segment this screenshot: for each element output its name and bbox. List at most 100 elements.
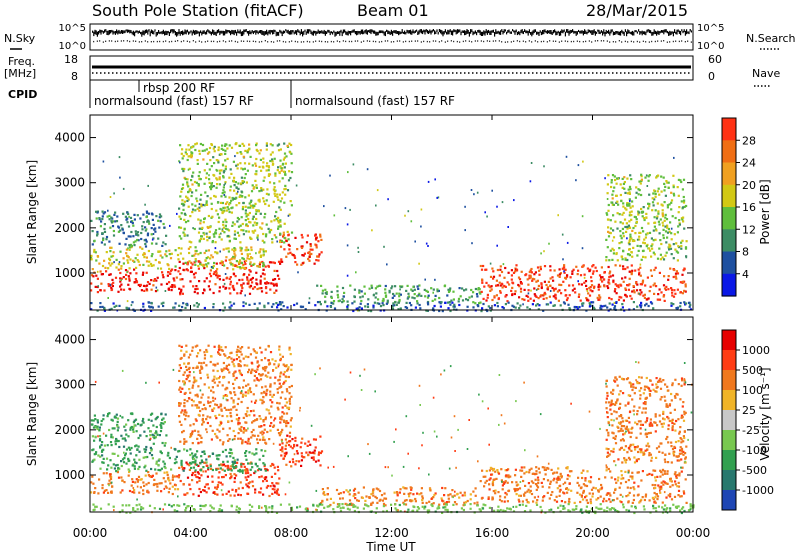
range-gate-cell-8 [615, 182, 618, 185]
range-gate-cell-5 [190, 398, 193, 401]
scatter-cell [496, 205, 498, 208]
range-gate-cell-5 [237, 397, 240, 400]
noise-sky-sample [138, 30, 140, 33]
noise-search-sample [621, 41, 623, 43]
scatter-cell [427, 180, 430, 183]
range-gate-cell-5 [278, 382, 281, 385]
range-gate-cell-8 [641, 215, 644, 218]
range-gate-cell-5 [287, 179, 291, 182]
range-gate-cell-1 [205, 491, 208, 494]
range-gate-cell-8 [628, 202, 631, 205]
noise-sky-sample [216, 29, 218, 34]
range-gate-cell-4 [165, 434, 168, 437]
noise-sky-sample [491, 30, 493, 33]
range-gate-cell-5 [196, 404, 199, 407]
range-gate-cell-3 [145, 256, 148, 259]
noise-search-sample [291, 40, 293, 42]
noise-sky-sample [551, 31, 553, 35]
range-gate-cell-3 [120, 464, 123, 468]
range-gate-cell-7 [681, 273, 684, 276]
range-gate-cell-7 [551, 286, 554, 290]
range-gate-cell-4 [111, 436, 114, 439]
range-gate-cell-1 [275, 284, 278, 287]
range-gate-cell-4 [105, 238, 108, 241]
range-gate-cell-7 [653, 292, 656, 295]
range-gate-cell-4 [130, 446, 133, 450]
range-gate-cell-5 [288, 213, 291, 216]
range-gate-cell-9 [590, 301, 593, 304]
range-gate-cell-4 [133, 218, 136, 221]
range-gate-cell-3 [169, 257, 173, 260]
noise-sky-sample [626, 31, 628, 37]
scatter-cell [530, 289, 532, 292]
range-gate-cell-3 [115, 470, 118, 473]
range-gate-cell-8 [612, 252, 615, 255]
range-gate-cell-5 [228, 356, 231, 359]
range-gate-cell-3 [103, 259, 106, 262]
range-gate-cell-1 [226, 464, 229, 467]
range-gate-cell-5 [230, 397, 233, 400]
range-gate-cell-7 [597, 285, 600, 288]
scatter-cell [414, 240, 416, 243]
range-gate-cell-0 [109, 475, 112, 478]
range-gate-cell-1 [256, 287, 259, 291]
range-gate-cell-8 [629, 235, 632, 238]
range-gate-cell-5 [185, 411, 188, 414]
range-gate-cell-3 [232, 462, 235, 465]
range-gate-cell-1 [179, 278, 182, 281]
range-gate-cell-5 [268, 438, 271, 441]
range-gate-cell-5 [205, 232, 208, 235]
noise-sky-sample [356, 31, 358, 36]
scatter-cell [308, 297, 311, 300]
range-gate-cell-5 [258, 152, 261, 155]
range-gate-cell-1 [214, 486, 217, 489]
range-gate-cell-9 [391, 307, 395, 310]
range-gate-cell-5 [178, 403, 181, 406]
range-gate-cell-5 [178, 215, 181, 218]
noise-search-sample [435, 40, 437, 42]
range-gate-cell-1 [257, 469, 260, 472]
range-gate-cell-5 [232, 382, 235, 385]
range-gate-cell-3 [162, 460, 165, 463]
scatter-cell [548, 242, 550, 245]
scatter-cell [563, 270, 565, 273]
range-gate-cell-8 [653, 253, 656, 256]
range-gate-cell-6 [420, 492, 423, 495]
noise-sky-sample [568, 31, 570, 36]
range-gate-cell-5 [235, 418, 238, 421]
range-gate-cell-5 [266, 375, 269, 378]
range-gate-cell-2 [294, 463, 297, 466]
range-gate-cell-3 [235, 260, 238, 263]
range-gate-cell-8 [683, 199, 686, 202]
range-gate-cell-5 [222, 394, 225, 398]
noise-sky-sample [406, 29, 408, 33]
range-gate-cell-5 [224, 346, 227, 349]
range-gate-cell-1 [239, 481, 242, 484]
range-gate-cell-3 [144, 456, 147, 459]
range-gate-cell-4 [157, 219, 160, 222]
range-gate-cell-4 [161, 441, 164, 445]
range-gate-cell-4 [105, 434, 108, 437]
range-gate-cell-5 [288, 402, 292, 405]
noise-search-sample [153, 40, 155, 43]
range-gate-cell-5 [222, 223, 225, 226]
range-gate-cell-8 [677, 245, 680, 248]
range-gate-cell-8 [622, 202, 625, 205]
range-gate-cell-1 [182, 483, 185, 486]
range-gate-cell-5 [250, 370, 253, 373]
range-gate-cell-5 [283, 236, 286, 239]
range-gate-cell-5 [212, 147, 215, 150]
range-gate-cell-5 [187, 190, 190, 194]
range-gate-cell-2 [279, 245, 283, 248]
range-gate-cell-6 [424, 295, 427, 298]
noise-sky-sample [158, 30, 160, 34]
range-gate-cell-1 [274, 491, 277, 494]
range-gate-cell-7 [679, 281, 682, 284]
range-gate-cell-6 [451, 489, 454, 492]
range-gate-cell-2 [314, 446, 317, 449]
range-gate-cell-7 [503, 284, 506, 288]
range-gate-cell-1 [190, 266, 193, 270]
scatter-cell [297, 271, 299, 274]
range-gate-cell-4 [103, 227, 106, 231]
range-gate-cell-7 [610, 298, 613, 301]
